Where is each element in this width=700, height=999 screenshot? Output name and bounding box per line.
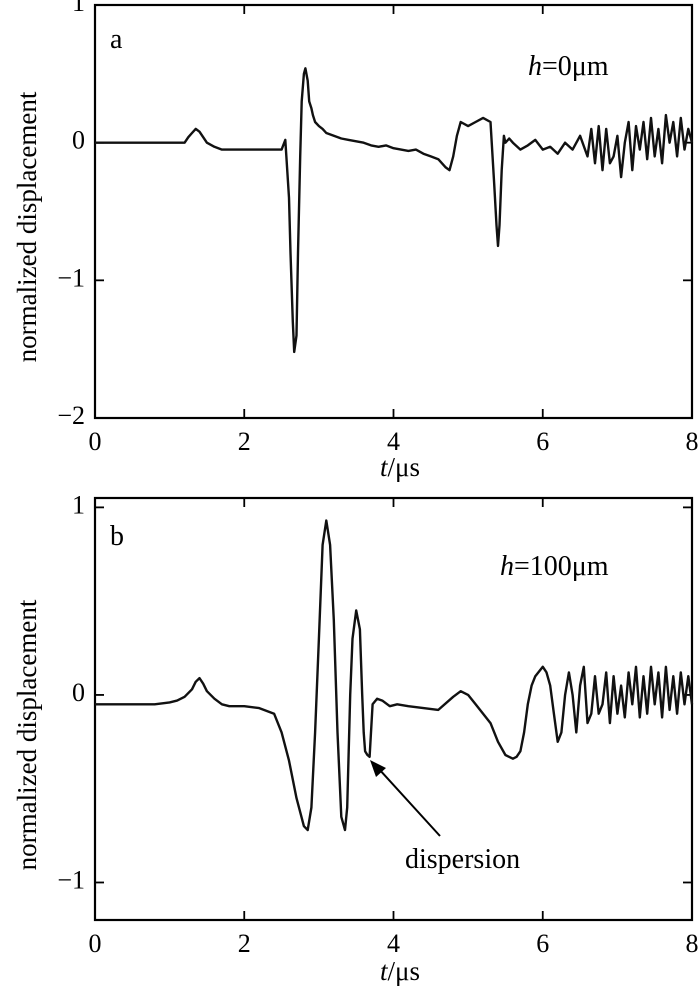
x-tick-label-a-8: 8 — [686, 427, 699, 456]
ylabel-a: normalized displacement — [12, 91, 42, 362]
tick-labels-a: 0 2 4 6 8 −2 −1 0 1 — [57, 0, 698, 456]
ticks-b — [94, 498, 693, 920]
y-tick-label-b-1: 1 — [72, 490, 85, 519]
xlabel-var-a: t — [380, 452, 389, 482]
annotation-var-a: h — [528, 51, 542, 82]
panel-a: normalized displacement 0 2 4 6 8 −2 −1 0 1 a h=… — [12, 0, 698, 482]
x-tick-label-a-2: 2 — [238, 427, 251, 456]
xlabel-a: t/μs — [380, 452, 420, 482]
x-tick-label-b-0: 0 — [89, 929, 102, 958]
dispersion-arrowhead — [370, 760, 386, 777]
tick-labels-b: 0 2 4 6 8 −1 0 1 — [57, 490, 698, 958]
ticks-a — [94, 4, 693, 419]
y-tick-label-a--2: −2 — [57, 401, 85, 430]
signal-trace-a — [95, 67, 694, 354]
dispersion-label: dispersion — [405, 844, 520, 875]
x-tick-label-b-8: 8 — [686, 929, 699, 958]
y-tick-label-a--1: −1 — [57, 263, 85, 292]
panel-label-a: a — [110, 24, 123, 55]
annotation-value-a: =0μm — [542, 51, 609, 82]
x-tick-label-b-2: 2 — [238, 929, 251, 958]
x-tick-label-a-6: 6 — [536, 427, 549, 456]
panel-label-b: b — [110, 521, 124, 552]
y-tick-label-a-0: 0 — [72, 126, 85, 155]
thickness-annotation-a: h=0μm — [528, 51, 609, 82]
xlabel-b: t/μs — [380, 956, 420, 986]
x-tick-label-b-6: 6 — [536, 929, 549, 958]
thickness-annotation-b: h=100μm — [500, 551, 609, 582]
annotation-var-b: h — [500, 551, 514, 582]
x-tick-label-b-4: 4 — [387, 929, 400, 958]
y-tick-label-a-1: 1 — [72, 0, 85, 17]
x-tick-label-a-0: 0 — [89, 427, 102, 456]
xlabel-unit-b: /μs — [388, 956, 420, 986]
panel-b: normalized displacement 0 2 4 6 8 −1 0 1 b h=10… — [12, 490, 698, 986]
x-tick-label-a-4: 4 — [387, 427, 400, 456]
xlabel-var-b: t — [380, 956, 389, 986]
annotation-value-b: =100μm — [514, 551, 609, 582]
ylabel-b: normalized displacement — [12, 599, 42, 870]
signal-trace-b — [95, 519, 694, 832]
dispersion-arrow-shaft — [377, 767, 441, 837]
y-tick-label-b--1: −1 — [57, 865, 85, 894]
y-tick-label-b-0: 0 — [72, 678, 85, 707]
xlabel-unit-a: /μs — [388, 452, 420, 482]
